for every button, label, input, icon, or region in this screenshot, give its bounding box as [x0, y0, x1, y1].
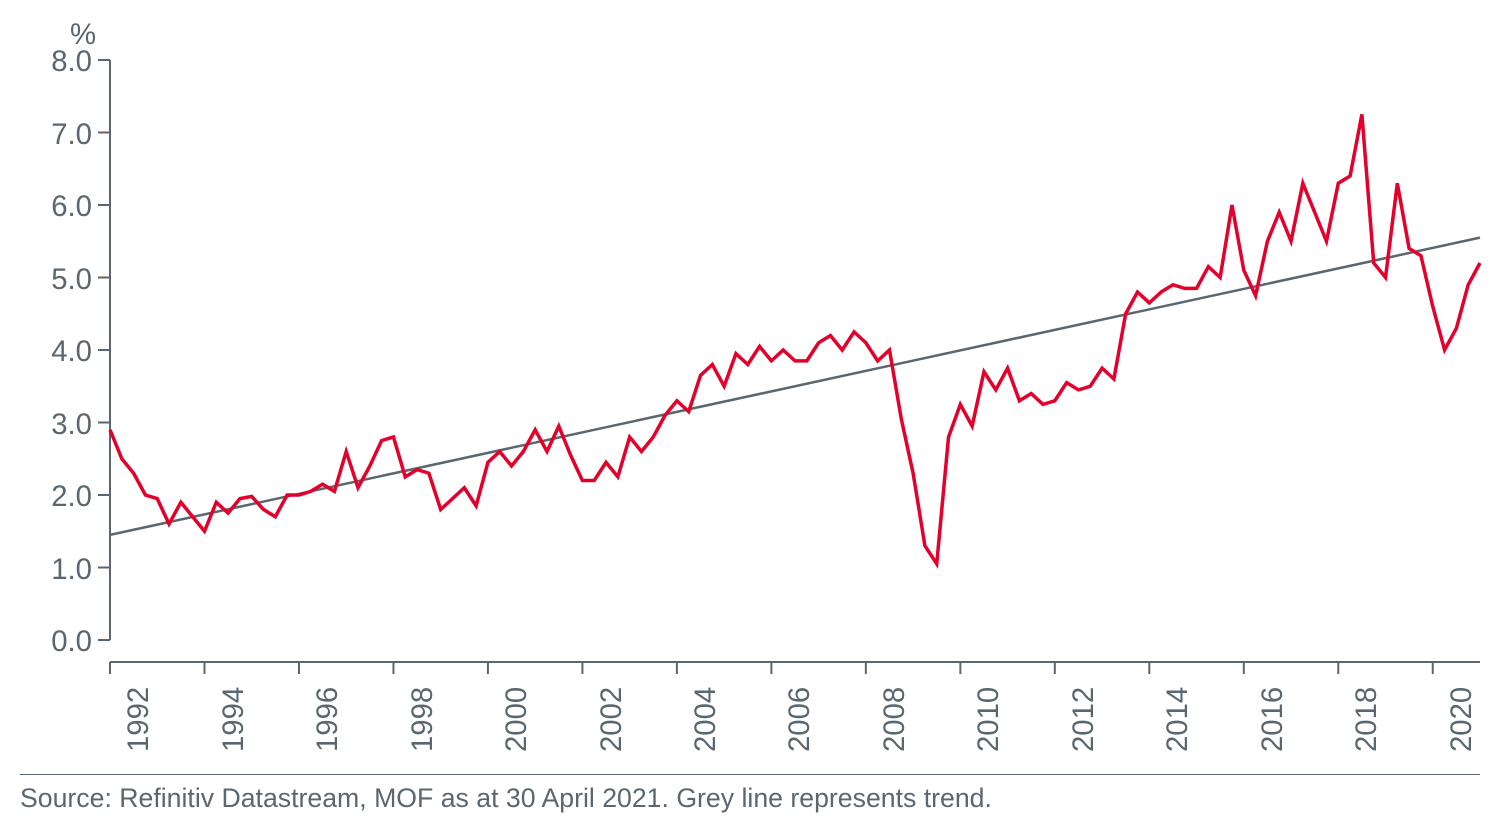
x-tick-label: 2002: [595, 687, 629, 752]
chart-container: % 0.01.02.03.04.05.06.07.08.0 1992199419…: [0, 0, 1500, 825]
x-tick-label: 1998: [406, 687, 440, 752]
x-tick-label: 2004: [689, 687, 723, 752]
x-tick-label: 2016: [1256, 687, 1290, 752]
y-tick-label: 5.0: [51, 263, 92, 297]
x-tick-label: 2012: [1067, 687, 1101, 752]
x-tick-label: 2010: [972, 687, 1006, 752]
y-tick-label: 2.0: [51, 480, 92, 514]
y-tick-label: 3.0: [51, 408, 92, 442]
x-tick-label: 2014: [1161, 687, 1195, 752]
x-tick-label: 2000: [500, 687, 534, 752]
source-caption: Source: Refinitiv Datastream, MOF as at …: [20, 774, 1480, 814]
x-tick-label: 1996: [311, 687, 345, 752]
y-tick-label: 6.0: [51, 190, 92, 224]
y-tick-label: 8.0: [51, 45, 92, 79]
x-tick-label: 1992: [122, 687, 156, 752]
x-tick-label: 2008: [878, 687, 912, 752]
x-tick-label: 2020: [1445, 687, 1479, 752]
y-tick-label: 1.0: [51, 553, 92, 587]
x-tick-label: 2006: [783, 687, 817, 752]
y-tick-label: 4.0: [51, 335, 92, 369]
x-tick-label: 2018: [1350, 687, 1384, 752]
y-tick-label: 0.0: [51, 625, 92, 659]
y-tick-label: 7.0: [51, 118, 92, 152]
x-tick-label: 1994: [217, 687, 251, 752]
